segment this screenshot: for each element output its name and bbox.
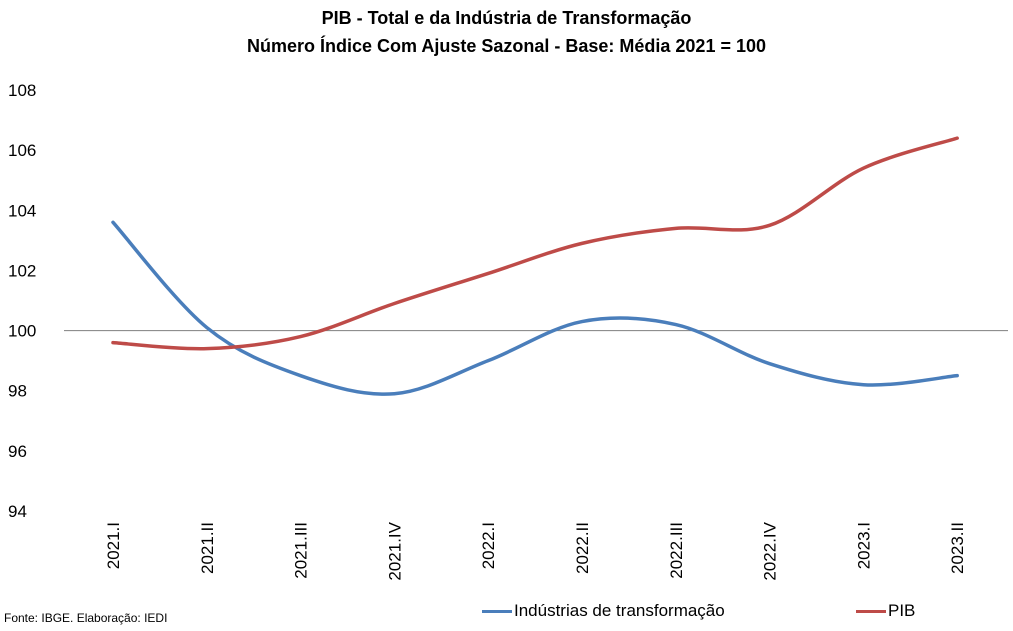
y-tick-label: 102 (8, 261, 36, 280)
x-tick-label: 2023.I (854, 522, 873, 569)
y-tick-label: 100 (8, 322, 36, 341)
legend-item-industria: Indústrias de transformação (482, 601, 725, 621)
y-tick-label: 106 (8, 141, 36, 160)
legend-swatch-industria (482, 609, 512, 613)
legend-swatch-pib (856, 609, 886, 613)
series-line-industria (111, 220, 959, 396)
x-tick-label: 2023.II (948, 522, 967, 574)
chart-subtitle: Número Índice Com Ajuste Sazonal - Base:… (246, 36, 766, 56)
x-tick-label: 2022.IV (761, 521, 780, 580)
legend-label-industria: Indústrias de transformação (514, 601, 725, 620)
y-tick-label: 104 (8, 201, 36, 220)
x-tick-label: 2021.I (104, 522, 123, 569)
chart-title: PIB - Total e da Indústria de Transforma… (321, 8, 692, 28)
source-note: Fonte: IBGE. Elaboração: IEDI (4, 611, 168, 625)
y-tick-label: 108 (8, 81, 36, 100)
x-tick-label: 2022.I (479, 522, 498, 569)
legend-label-pib: PIB (888, 601, 916, 620)
series-line-pib (111, 136, 959, 351)
x-axis: 2021.I 2021.II 2021.III 2021.IV 2022.I 2022.I… (104, 521, 967, 580)
x-tick-label: 2021.III (292, 522, 311, 579)
x-tick-label: 2022.III (667, 522, 686, 579)
y-axis: 94 96 98 100 102 104 106 108 (8, 81, 36, 521)
legend-item-pib: PIB (856, 601, 915, 621)
x-tick-label: 2022.II (573, 522, 592, 574)
x-tick-label: 2021.II (198, 522, 217, 574)
x-tick-label: 2021.IV (385, 521, 404, 580)
y-tick-label: 94 (8, 502, 27, 521)
series-group (111, 136, 959, 396)
y-tick-label: 96 (8, 442, 27, 461)
y-tick-label: 98 (8, 382, 27, 401)
